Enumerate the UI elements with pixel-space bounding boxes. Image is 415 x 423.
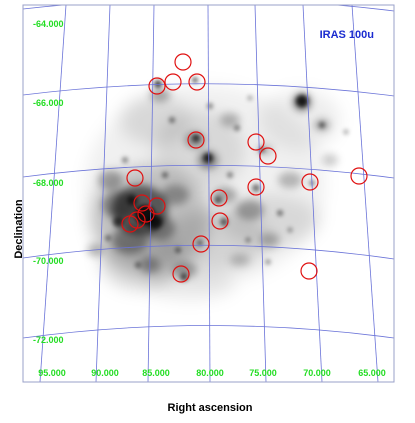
region-marker xyxy=(174,53,192,71)
region-marker xyxy=(188,73,206,91)
band-label: IRAS 100u xyxy=(320,29,374,41)
dec-label: -64.000 xyxy=(33,19,64,29)
ra-label: 95.000 xyxy=(38,368,66,378)
dec-label: -68.000 xyxy=(33,178,64,188)
region-marker xyxy=(247,133,265,151)
region-marker xyxy=(247,178,265,196)
region-marker xyxy=(210,189,228,207)
ra-label: 75.000 xyxy=(249,368,277,378)
ra-label: 85.000 xyxy=(142,368,170,378)
dec-label: -72.000 xyxy=(33,335,64,345)
y-axis-title: Declination xyxy=(13,199,25,259)
ra-label: 65.000 xyxy=(358,368,386,378)
region-marker xyxy=(126,169,144,187)
region-marker xyxy=(148,77,166,95)
ra-label: 70.000 xyxy=(303,368,331,378)
region-marker xyxy=(187,131,205,149)
ra-label: 80.000 xyxy=(196,368,224,378)
region-marker xyxy=(350,167,368,185)
dec-label: -70.000 xyxy=(33,256,64,266)
region-marker xyxy=(300,262,318,280)
region-marker xyxy=(121,215,139,233)
dust-emission xyxy=(85,77,349,300)
dec-tick-labels: -64.000 -66.000 -68.000 -70.000 -72.000 xyxy=(33,19,64,345)
region-marker xyxy=(137,205,155,223)
region-marker xyxy=(192,235,210,253)
region-marker xyxy=(172,265,190,283)
x-axis-title: Right ascension xyxy=(167,402,253,414)
region-marker xyxy=(211,212,229,230)
coordinate-grid xyxy=(23,5,394,382)
region-marker xyxy=(164,73,182,91)
dec-label: -66.000 xyxy=(33,98,64,108)
region-markers xyxy=(121,53,368,283)
region-marker xyxy=(259,147,277,165)
region-marker xyxy=(301,173,319,191)
ra-label: 90.000 xyxy=(91,368,119,378)
ra-tick-labels: 95.000 90.000 85.000 80.000 75.000 70.00… xyxy=(38,368,386,378)
